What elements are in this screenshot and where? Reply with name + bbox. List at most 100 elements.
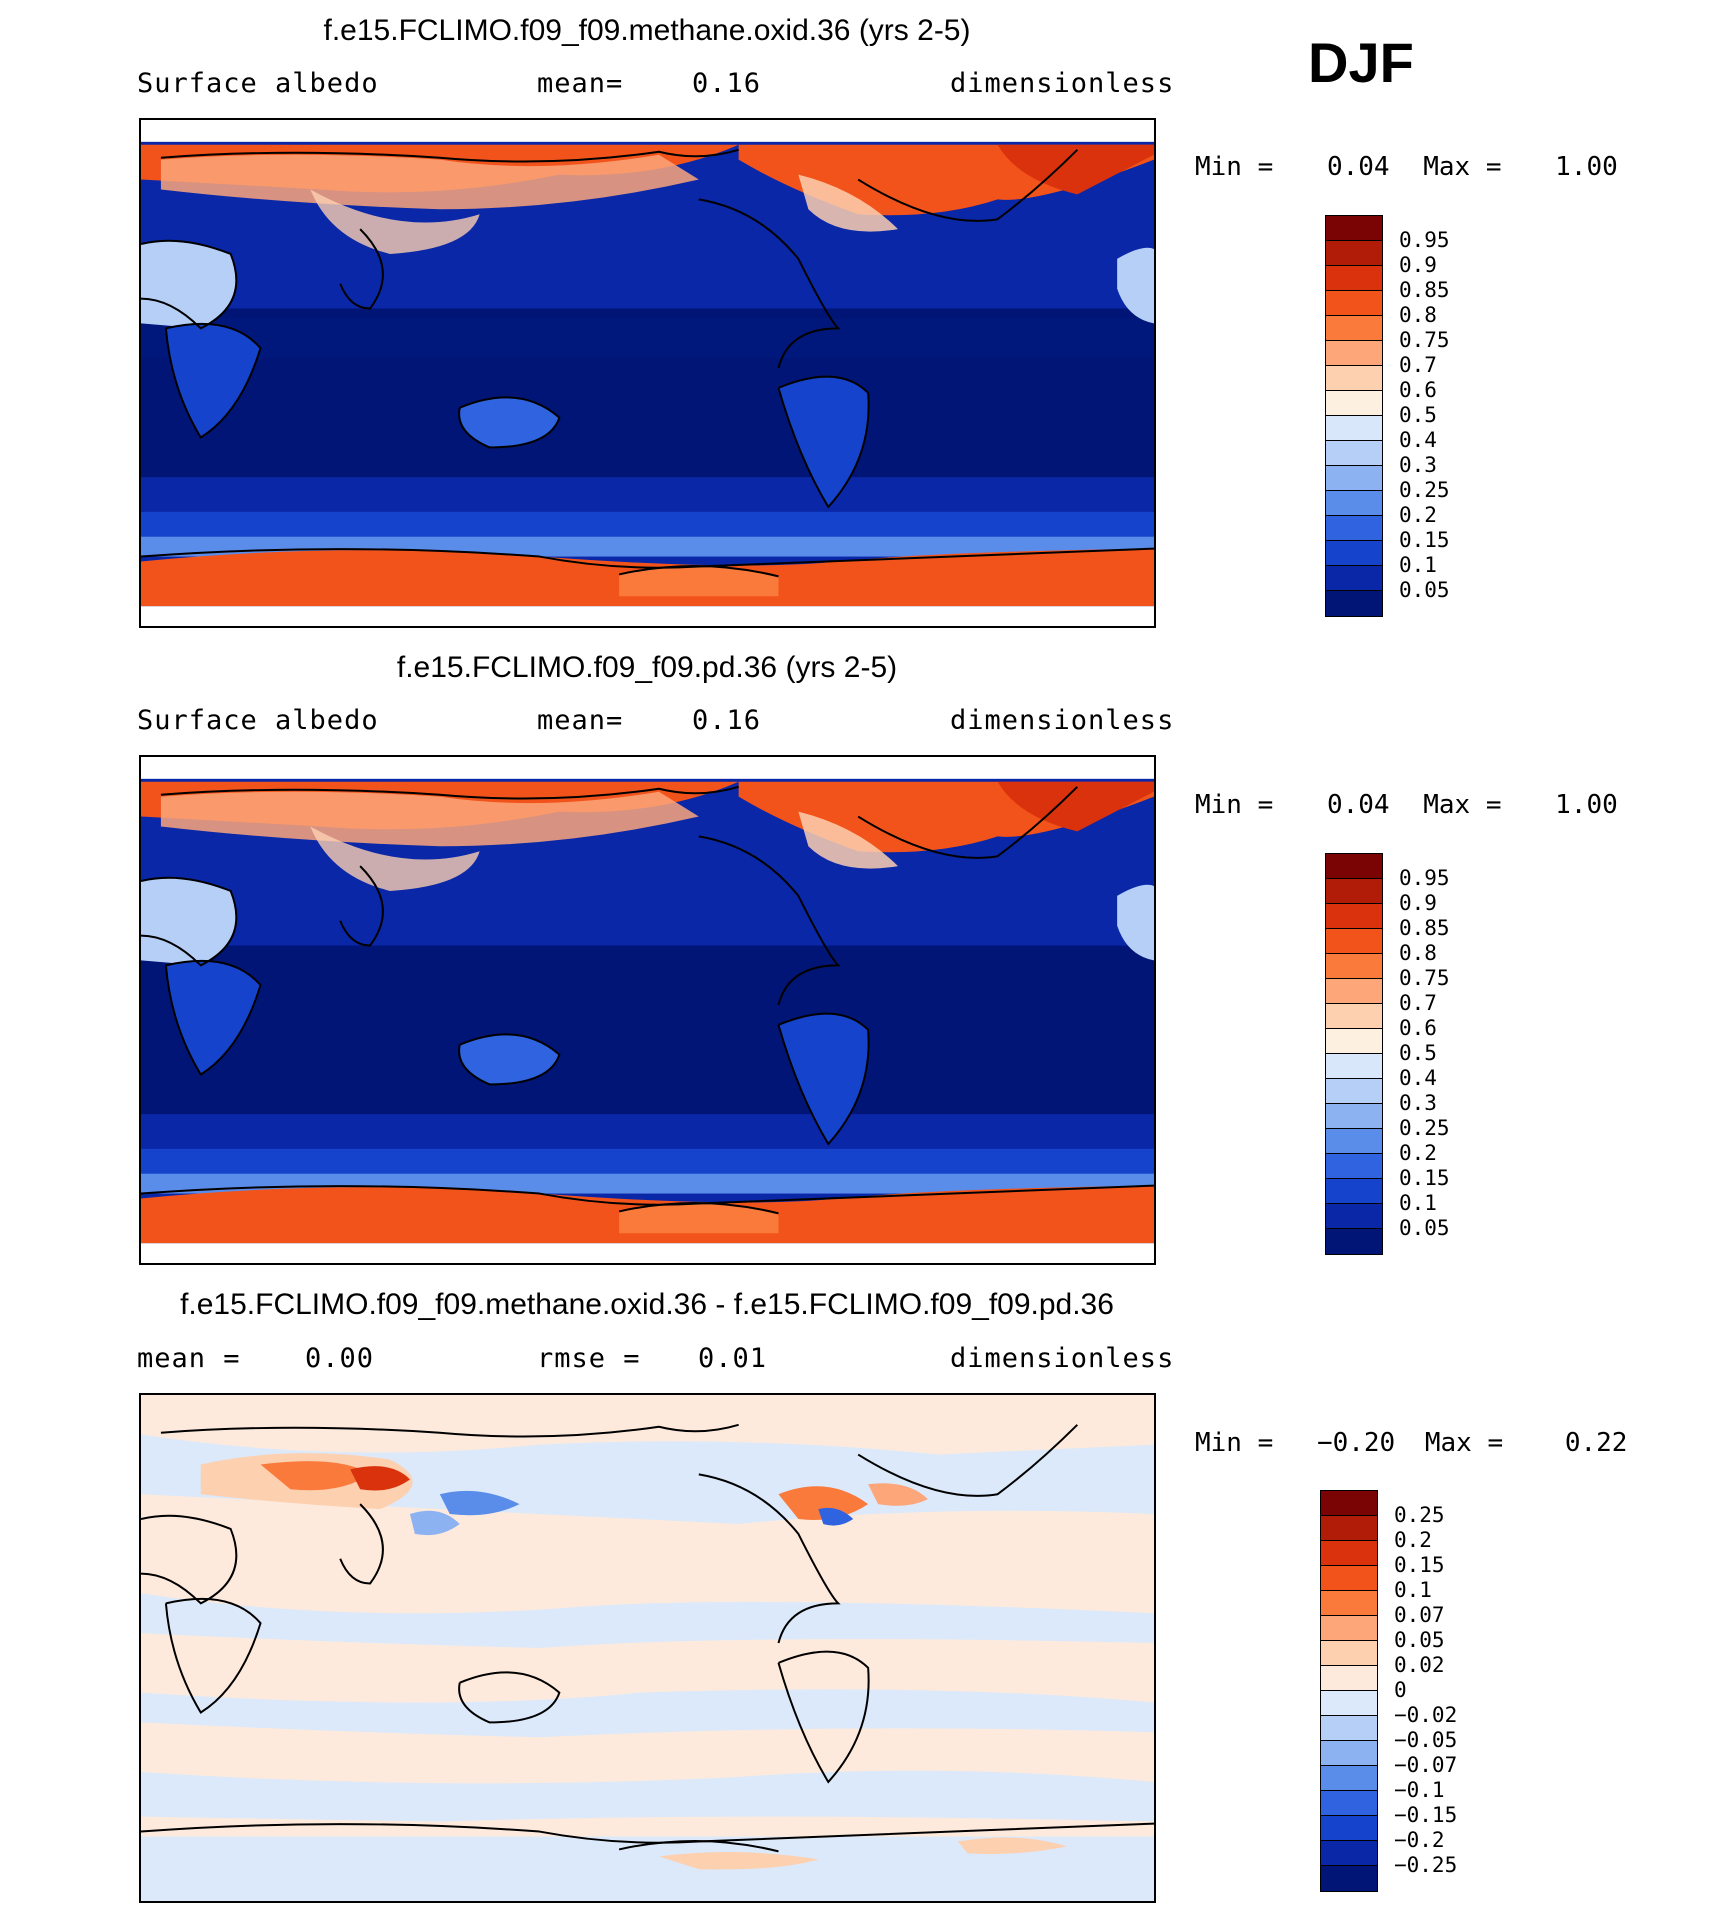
colorbar-label: 0.85	[1399, 278, 1450, 302]
colorbar-label: −0.05	[1394, 1728, 1458, 1752]
colorbar-label: −0.02	[1394, 1703, 1458, 1727]
colorbar-swatch	[1326, 341, 1382, 366]
colorbar-label: 0.02	[1394, 1653, 1445, 1677]
colorbar-swatch	[1326, 591, 1382, 616]
colorbar-label: 0.8	[1399, 941, 1437, 965]
panel3-title: f.e15.FCLIMO.f09_f09.methane.oxid.36 - f…	[180, 1288, 1114, 1321]
panel2-max-value: 1.00	[1555, 790, 1618, 820]
colorbar-swatch	[1321, 1616, 1377, 1641]
season-label: DJF	[1308, 31, 1414, 94]
colorbar-label: 0.8	[1399, 303, 1437, 327]
colorbar-swatch	[1326, 266, 1382, 291]
panel3-max-label: Max =	[1424, 1428, 1504, 1458]
colorbar-swatch	[1326, 291, 1382, 316]
colorbar-swatch	[1326, 904, 1382, 929]
colorbar-label: 0.9	[1399, 891, 1437, 915]
colorbar-label: 0.07	[1394, 1603, 1445, 1627]
colorbar-label: 0.05	[1399, 578, 1450, 602]
panel2-title: f.e15.FCLIMO.f09_f09.pd.36 (yrs 2-5)	[396, 651, 898, 684]
colorbar-swatch	[1326, 1029, 1382, 1054]
colorbar-swatch	[1326, 1104, 1382, 1129]
colorbar-swatch	[1326, 1004, 1382, 1029]
colorbar-label: 0.2	[1399, 1141, 1437, 1165]
colorbar-label: 0.1	[1399, 1191, 1437, 1215]
colorbar-label: 0.15	[1394, 1553, 1445, 1577]
colorbar-label: −0.15	[1394, 1803, 1458, 1827]
colorbar-label: 0.15	[1399, 1166, 1450, 1190]
panel1-map-svg	[141, 120, 1154, 626]
colorbar-swatch	[1326, 1179, 1382, 1204]
panel3-map	[139, 1393, 1156, 1903]
colorbar-label: −0.1	[1394, 1778, 1445, 1802]
panel2-map-svg	[141, 757, 1154, 1263]
colorbar-label: 0.25	[1394, 1503, 1445, 1527]
panel2-colorbar-swatches	[1325, 853, 1383, 1255]
colorbar-label: 0.75	[1399, 328, 1450, 352]
panel3-units: dimensionless	[950, 1343, 1175, 1374]
colorbar-label: 0.2	[1394, 1528, 1432, 1552]
colorbar-swatch	[1326, 566, 1382, 591]
colorbar-label: 0.3	[1399, 1091, 1437, 1115]
colorbar-swatch	[1326, 979, 1382, 1004]
panel1-max-label: Max =	[1423, 152, 1502, 182]
colorbar-swatch	[1326, 441, 1382, 466]
colorbar-swatch	[1321, 1766, 1377, 1791]
panel1-map	[139, 118, 1156, 628]
colorbar-label: 0.5	[1399, 1041, 1437, 1065]
panel3-max-value: 0.22	[1564, 1428, 1628, 1458]
panel1-title: f.e15.FCLIMO.f09_f09.methane.oxid.36 (yr…	[323, 14, 971, 47]
colorbar-swatch	[1326, 391, 1382, 416]
colorbar-label: 0.95	[1399, 866, 1450, 890]
panel3-min-value: −0.20	[1316, 1428, 1396, 1458]
colorbar-swatch	[1326, 1154, 1382, 1179]
colorbar-label: 0.75	[1399, 966, 1450, 990]
panel2-minmax: Min = 0.04 Max = 1.00	[1195, 790, 1618, 820]
panel2-map	[139, 755, 1156, 1265]
colorbar-swatch	[1321, 1791, 1377, 1816]
panel1-mean-label: mean=	[537, 68, 624, 99]
colorbar-label: 0.7	[1399, 353, 1437, 377]
colorbar-label: 0.25	[1399, 478, 1450, 502]
panel3-map-svg	[141, 1395, 1154, 1901]
colorbar-label: 0.4	[1399, 1066, 1437, 1090]
colorbar-label: 0.6	[1399, 378, 1437, 402]
panel2-mean-value: 0.16	[692, 705, 762, 736]
colorbar-swatch	[1321, 1491, 1377, 1516]
panel3-colorbar-swatches	[1320, 1490, 1378, 1892]
colorbar-swatch	[1326, 541, 1382, 566]
colorbar-label: 0.95	[1399, 228, 1450, 252]
colorbar-label: 0.9	[1399, 253, 1437, 277]
colorbar-swatch	[1321, 1641, 1377, 1666]
colorbar-label: 0.6	[1399, 1016, 1437, 1040]
colorbar-label: −0.25	[1394, 1853, 1458, 1877]
colorbar-label: 0.3	[1399, 453, 1437, 477]
colorbar-label: −0.2	[1394, 1828, 1445, 1852]
panel2-max-label: Max =	[1423, 790, 1502, 820]
colorbar-label: 0	[1394, 1678, 1407, 1702]
colorbar-swatch	[1321, 1741, 1377, 1766]
colorbar-swatch	[1326, 1204, 1382, 1229]
colorbar-swatch	[1326, 929, 1382, 954]
colorbar-swatch	[1321, 1816, 1377, 1841]
colorbar-swatch	[1321, 1541, 1377, 1566]
panel2-min-label: Min =	[1195, 790, 1274, 820]
panel3-minmax: Min = −0.20 Max = 0.22	[1195, 1428, 1627, 1458]
colorbar-swatch	[1326, 216, 1382, 241]
colorbar-label: 0.85	[1399, 916, 1450, 940]
panel3-min-label: Min =	[1195, 1428, 1274, 1458]
colorbar-label: 0.2	[1399, 503, 1437, 527]
colorbar-swatch	[1326, 516, 1382, 541]
colorbar-swatch	[1321, 1591, 1377, 1616]
colorbar-label: 0.5	[1399, 403, 1437, 427]
colorbar-swatch	[1326, 854, 1382, 879]
panel2-min-value: 0.04	[1326, 790, 1390, 820]
colorbar-label: 0.05	[1399, 1216, 1450, 1240]
panel1-minmax: Min = 0.04 Max = 1.00	[1195, 152, 1618, 182]
colorbar-label: 0.1	[1399, 553, 1437, 577]
colorbar-swatch	[1321, 1716, 1377, 1741]
colorbar-swatch	[1321, 1866, 1377, 1891]
panel1-max-value: 1.00	[1555, 152, 1618, 182]
panel2-variable-label: Surface albedo	[137, 705, 379, 736]
colorbar-swatch	[1321, 1566, 1377, 1591]
panel2-units: dimensionless	[950, 705, 1175, 736]
